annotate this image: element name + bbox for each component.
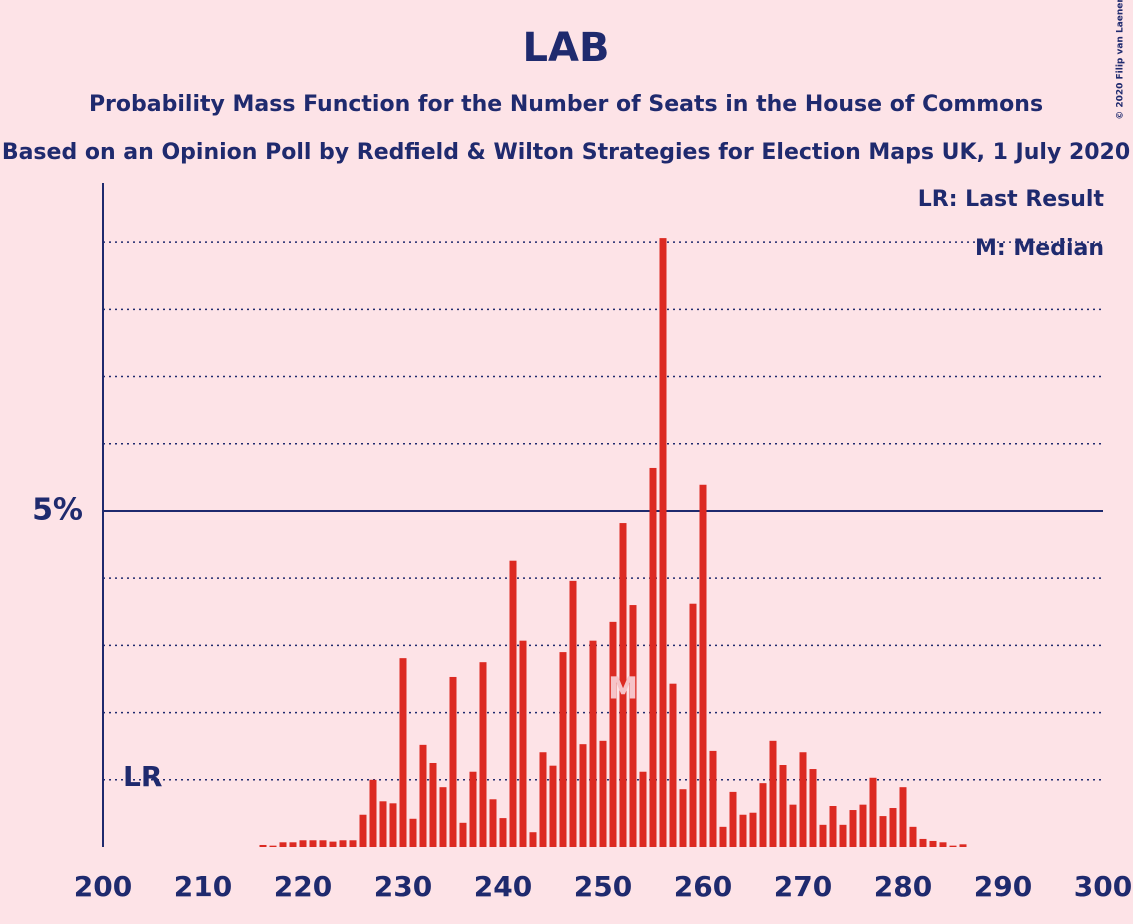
bar xyxy=(589,640,597,847)
bar xyxy=(409,818,417,847)
bar xyxy=(419,744,427,847)
bar xyxy=(729,791,737,847)
bar xyxy=(769,740,777,847)
bar xyxy=(619,523,627,847)
x-tick-label: 250 xyxy=(574,870,632,903)
bar xyxy=(579,744,587,847)
bar xyxy=(939,842,947,847)
bar xyxy=(849,810,857,847)
bar xyxy=(459,822,467,847)
bar xyxy=(549,765,557,847)
bar xyxy=(779,765,787,847)
bar xyxy=(879,816,887,847)
chart-title: LAB xyxy=(523,25,610,71)
bar xyxy=(519,640,527,847)
bar xyxy=(909,826,917,847)
legend-entry: LR: Last Result xyxy=(918,187,1105,212)
bar xyxy=(479,662,487,847)
bar xyxy=(839,824,847,847)
bar xyxy=(629,605,637,847)
bar xyxy=(289,842,297,847)
bar xyxy=(819,824,827,847)
x-tick-label: 210 xyxy=(174,870,232,903)
x-tick-label: 300 xyxy=(1074,870,1132,903)
bar xyxy=(279,842,287,847)
x-tick-label: 200 xyxy=(74,870,132,903)
bar xyxy=(269,845,277,847)
bar xyxy=(889,808,897,847)
bar xyxy=(299,840,307,847)
bar xyxy=(659,238,667,847)
bar xyxy=(449,676,457,847)
bar xyxy=(929,840,937,847)
bar xyxy=(329,841,337,847)
bar xyxy=(919,838,927,847)
bar xyxy=(429,762,437,847)
bar xyxy=(829,806,837,847)
bar xyxy=(359,814,367,847)
x-tick-label: 270 xyxy=(774,870,832,903)
chart-subtitle: Based on an Opinion Poll by Redfield & W… xyxy=(2,140,1130,165)
bar xyxy=(539,752,547,847)
x-tick-label: 260 xyxy=(674,870,732,903)
x-tick-label: 280 xyxy=(874,870,932,903)
bar xyxy=(369,779,377,847)
x-tick-label: 230 xyxy=(374,870,432,903)
bar xyxy=(959,844,967,847)
bar xyxy=(599,740,607,847)
bar xyxy=(349,840,357,847)
bar xyxy=(799,752,807,847)
bar xyxy=(639,771,647,847)
chart-subtitle: Probability Mass Function for the Number… xyxy=(89,92,1043,117)
bar xyxy=(379,801,387,847)
bar xyxy=(759,783,767,847)
bar xyxy=(649,467,657,847)
last-result-label: LR xyxy=(123,760,162,793)
bar xyxy=(569,580,577,847)
bar xyxy=(259,844,267,847)
bar xyxy=(669,683,677,847)
bar xyxy=(689,603,697,847)
bar xyxy=(399,658,407,847)
x-tick-label: 240 xyxy=(474,870,532,903)
bar xyxy=(709,750,717,847)
bar xyxy=(489,799,497,847)
bar xyxy=(499,818,507,847)
bar xyxy=(719,826,727,847)
x-tick-label: 290 xyxy=(974,870,1032,903)
legend-entry: M: Median xyxy=(975,236,1104,261)
bar xyxy=(319,840,327,847)
bar xyxy=(809,769,817,847)
bar xyxy=(529,832,537,847)
bar xyxy=(749,812,757,847)
bar xyxy=(899,787,907,847)
x-tick-label: 220 xyxy=(274,870,332,903)
bar xyxy=(439,787,447,847)
bar xyxy=(699,484,707,847)
y-tick-label: 5% xyxy=(32,492,83,527)
bar xyxy=(859,804,867,847)
copyright: © 2020 Filip van Laenen xyxy=(1116,0,1126,120)
bar xyxy=(789,804,797,847)
bar xyxy=(679,789,687,847)
bar xyxy=(469,771,477,847)
median-label: M xyxy=(608,672,638,707)
bar xyxy=(559,652,567,847)
bar xyxy=(339,840,347,847)
bar xyxy=(309,840,317,847)
bar xyxy=(949,845,957,847)
bar xyxy=(389,803,397,847)
bar xyxy=(739,814,747,847)
bar xyxy=(869,777,877,847)
bar xyxy=(509,560,517,847)
bar xyxy=(609,621,617,847)
